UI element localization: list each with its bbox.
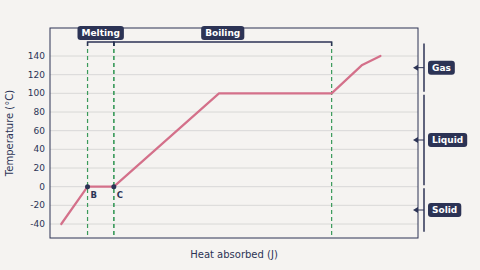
state-label-group: Solid <box>428 203 461 217</box>
phase-label-background <box>201 26 244 40</box>
state-label-background <box>428 203 461 217</box>
grid-line <box>50 205 418 206</box>
point-dot <box>111 184 116 189</box>
state-arrow-head <box>413 137 418 143</box>
guide-line <box>113 42 114 238</box>
state-label-group: Gas <box>428 61 455 75</box>
y-tick-label: -20 <box>30 200 45 210</box>
chart: -40 -20 0 20 40 60 80 100 120 140 Heat absorbed (J… <box>0 0 480 270</box>
y-tick-label: 140 <box>28 51 45 61</box>
y-tick-label: 100 <box>28 88 45 98</box>
state-label: Solid <box>432 205 457 215</box>
x-axis-label: Heat absorbed (J) <box>190 249 278 260</box>
phase-label: Melting <box>81 28 119 38</box>
point-label: C <box>117 190 123 200</box>
y-tick-label: -40 <box>30 219 45 229</box>
point-dot <box>85 184 90 189</box>
grid-line <box>50 130 418 131</box>
y-tick-label: 0 <box>39 182 45 192</box>
y-tick-label: 120 <box>28 70 45 80</box>
state-label-background <box>428 133 467 147</box>
phase-label-group: Boiling <box>201 26 244 40</box>
phase-label-background <box>77 26 123 40</box>
point-label: B <box>91 190 97 200</box>
state-arrow-head <box>413 65 418 71</box>
phase-label: Boiling <box>205 28 240 38</box>
phase-bracket <box>88 42 114 46</box>
heating-curve <box>61 56 380 224</box>
grid-line <box>50 224 418 225</box>
grid-line <box>50 168 418 169</box>
grid-line <box>50 56 418 57</box>
phase-label-group: Melting <box>77 26 123 40</box>
y-axis-label: Temperature (°C) <box>4 90 15 177</box>
guide-line <box>113 42 114 238</box>
plot-frame <box>50 28 418 238</box>
phase-bracket <box>114 42 332 46</box>
plot-area <box>61 42 380 238</box>
guide-line <box>331 42 332 238</box>
state-arrow-head <box>413 207 418 213</box>
state-label: Liquid <box>432 135 463 145</box>
grid-line <box>50 74 418 75</box>
y-tick-label: 60 <box>34 126 46 136</box>
state-label-group: Liquid <box>428 133 467 147</box>
grid-line <box>50 112 418 113</box>
grid-line <box>50 149 418 150</box>
y-tick-label: 40 <box>34 144 46 154</box>
y-tick-label: 80 <box>34 107 46 117</box>
state-label: Gas <box>432 63 451 73</box>
state-label-background <box>428 61 455 75</box>
y-tick-label: 20 <box>34 163 46 173</box>
guide-line <box>87 42 88 238</box>
